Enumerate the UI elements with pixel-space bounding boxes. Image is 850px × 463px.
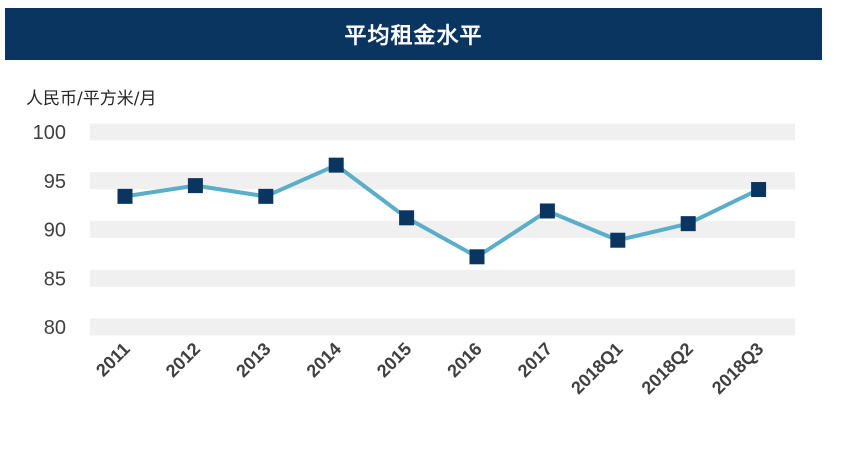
y-tick-label-80: 80 bbox=[44, 317, 66, 339]
chart-title-bar: 平均租金水平 bbox=[5, 8, 822, 60]
grid-band-85 bbox=[90, 269, 795, 287]
series-line bbox=[124, 163, 760, 259]
x-tick-label-2017: 2017 bbox=[514, 339, 556, 381]
grid-band-100 bbox=[90, 123, 795, 141]
x-tick-label-2018Q3: 2018Q3 bbox=[708, 339, 767, 398]
y-tick-label-85: 85 bbox=[44, 268, 66, 290]
data-point-2012 bbox=[187, 178, 203, 194]
x-tick-label-2016: 2016 bbox=[443, 339, 485, 381]
x-tick-label-2018Q1: 2018Q1 bbox=[567, 339, 626, 398]
grid-band-95 bbox=[90, 172, 795, 190]
data-point-2017 bbox=[539, 203, 555, 219]
grid-band-80 bbox=[90, 318, 795, 336]
data-point-2011 bbox=[117, 188, 133, 204]
data-point-2018Q3 bbox=[751, 182, 767, 198]
y-tick-label-95: 95 bbox=[44, 171, 66, 193]
data-point-2018Q1 bbox=[610, 232, 626, 248]
y-tick-label-100: 100 bbox=[33, 122, 66, 144]
y-tick-label-90: 90 bbox=[44, 220, 66, 242]
data-point-2014 bbox=[328, 157, 344, 173]
x-tick-label-2011: 2011 bbox=[92, 339, 134, 381]
chart-title: 平均租金水平 bbox=[344, 24, 483, 49]
x-tick-label-2013: 2013 bbox=[232, 339, 274, 381]
x-tick-label-2018Q2: 2018Q2 bbox=[638, 339, 697, 398]
x-tick-label-2014: 2014 bbox=[303, 339, 345, 381]
data-point-2018Q2 bbox=[680, 216, 696, 232]
x-tick-label-2015: 2015 bbox=[373, 339, 415, 381]
x-tick-label-2012: 2012 bbox=[162, 339, 204, 381]
data-point-2015 bbox=[399, 210, 415, 226]
data-point-2016 bbox=[469, 249, 485, 265]
y-axis-unit-label: 人民币/平方米/月 bbox=[26, 89, 157, 109]
data-point-2013 bbox=[258, 188, 274, 204]
